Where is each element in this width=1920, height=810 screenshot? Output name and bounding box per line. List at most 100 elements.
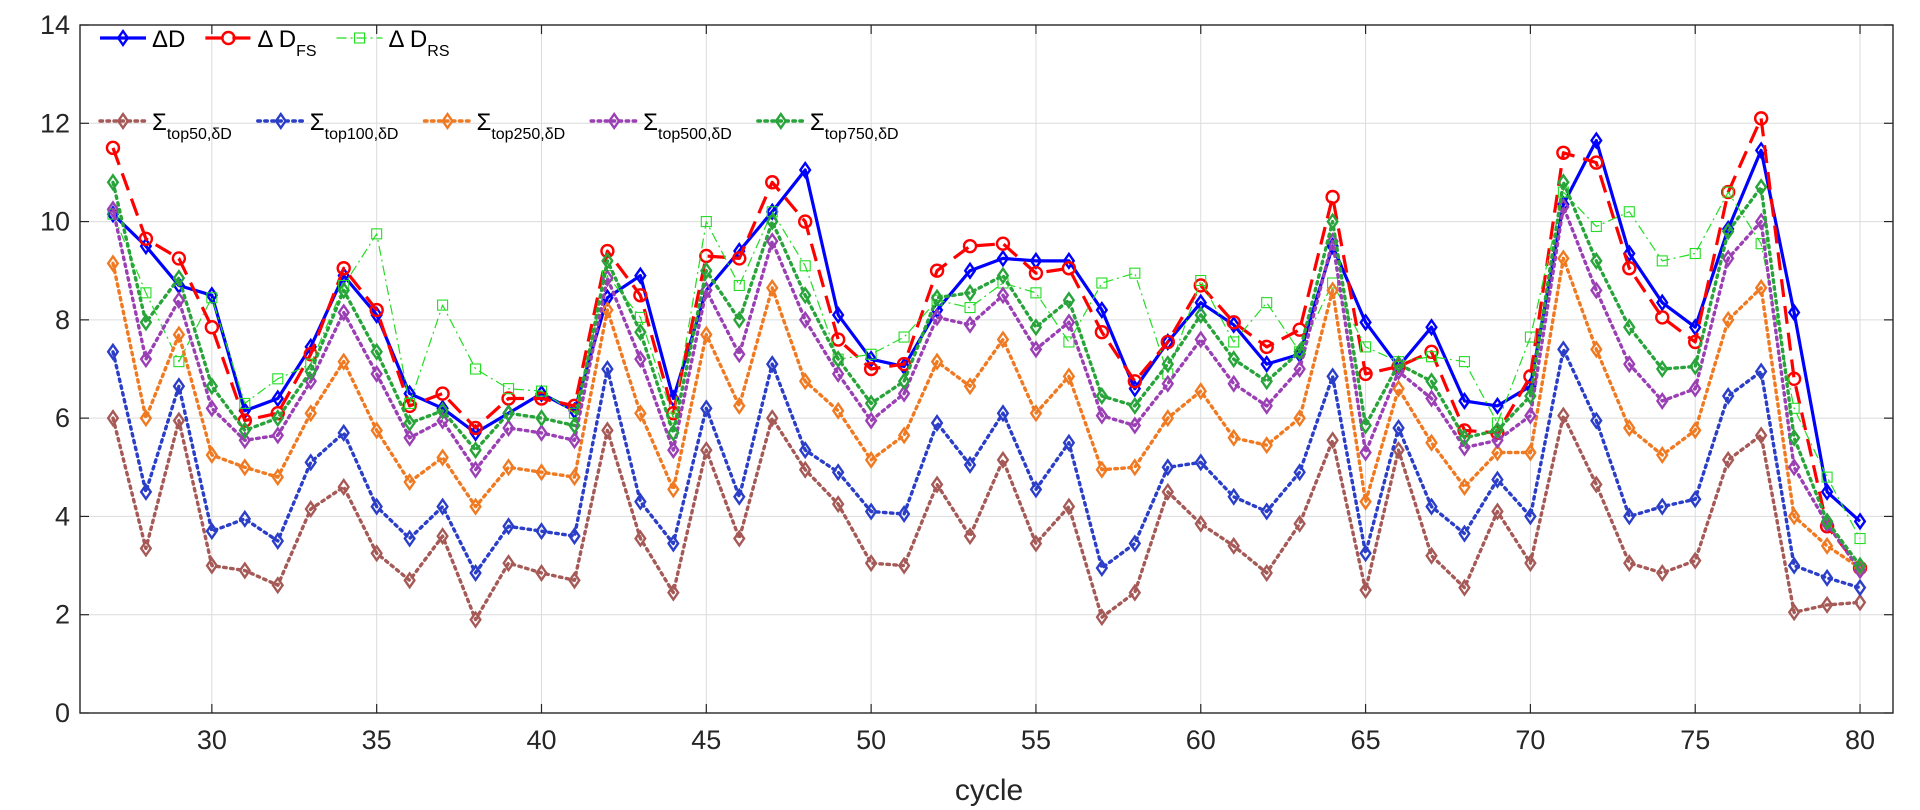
data-point xyxy=(765,212,779,231)
legend-label-subscript: RS xyxy=(427,43,449,60)
data-point xyxy=(963,527,977,546)
legend-entry: ΔD xyxy=(100,26,185,53)
data-point xyxy=(1326,281,1339,300)
legend-label: Δ DRS xyxy=(389,26,450,60)
data-point xyxy=(1425,497,1438,516)
data-point xyxy=(733,310,746,329)
data-point xyxy=(600,243,615,259)
legend-entry: Σtop50,δD xyxy=(98,109,232,143)
data-point xyxy=(1787,507,1801,526)
legend-marker xyxy=(221,30,236,46)
data-point xyxy=(1095,406,1109,425)
data-point xyxy=(1260,372,1273,391)
data-point xyxy=(1524,507,1537,526)
data-point xyxy=(1029,404,1043,423)
data-point xyxy=(1853,512,1867,531)
data-point xyxy=(568,468,581,487)
data-point xyxy=(963,377,977,396)
data-point xyxy=(1095,559,1109,578)
data-point xyxy=(1721,222,1735,241)
data-point xyxy=(798,160,812,179)
data-point xyxy=(1622,261,1637,276)
data-point xyxy=(1787,428,1801,447)
data-point xyxy=(1557,249,1570,268)
data-point xyxy=(1524,406,1537,425)
data-point xyxy=(1030,287,1042,299)
data-point xyxy=(106,409,120,428)
data-point xyxy=(535,423,548,442)
data-point xyxy=(238,561,252,580)
data-point xyxy=(239,397,251,409)
data-point xyxy=(995,236,1011,251)
data-point xyxy=(1028,265,1044,281)
data-point xyxy=(601,251,614,270)
data-point xyxy=(1458,578,1471,597)
data-point xyxy=(271,389,285,408)
data-point xyxy=(1590,411,1603,430)
data-point xyxy=(930,475,944,494)
data-point xyxy=(1721,310,1735,329)
data-point xyxy=(964,302,976,314)
data-point xyxy=(1557,173,1570,192)
data-point xyxy=(1524,443,1537,462)
data-point xyxy=(469,423,482,442)
data-point xyxy=(765,202,779,221)
data-point xyxy=(1326,232,1339,251)
data-point xyxy=(1259,339,1274,355)
data-point xyxy=(1854,532,1866,545)
legend-entry: Σtop500,δD xyxy=(589,109,732,143)
data-point xyxy=(172,291,186,310)
data-point xyxy=(1326,367,1339,386)
data-point xyxy=(1820,536,1834,555)
data-point xyxy=(1061,261,1077,276)
data-point xyxy=(1029,480,1043,499)
legend-label-subscript: FS xyxy=(296,43,316,60)
data-point xyxy=(700,261,713,280)
data-point xyxy=(304,372,318,391)
data-point xyxy=(1095,301,1109,320)
data-point xyxy=(1392,441,1405,460)
y-tick-label: 8 xyxy=(55,305,70,335)
data-point xyxy=(897,504,911,523)
data-point xyxy=(1260,436,1273,455)
data-point xyxy=(1820,512,1834,531)
legend-label: Σtop100,δD xyxy=(310,109,399,143)
series-line xyxy=(111,414,1862,622)
data-point xyxy=(1623,318,1636,337)
data-point xyxy=(1228,336,1240,348)
data-point xyxy=(304,404,318,423)
data-point xyxy=(271,531,285,551)
data-point xyxy=(1359,313,1372,332)
x-tick-label: 40 xyxy=(526,725,556,755)
data-point xyxy=(238,458,252,477)
data-point xyxy=(1820,568,1834,587)
data-point xyxy=(1623,418,1636,437)
data-point xyxy=(1524,554,1537,573)
data-point xyxy=(601,301,614,320)
series-line xyxy=(111,180,1862,568)
data-point xyxy=(1688,318,1702,337)
data-point xyxy=(1096,277,1108,289)
data-point xyxy=(1655,310,1670,325)
data-point xyxy=(1160,334,1176,350)
data-point xyxy=(897,426,911,445)
data-point xyxy=(1359,581,1372,600)
data-point xyxy=(1194,305,1208,324)
data-point xyxy=(469,610,482,629)
data-point xyxy=(1754,278,1768,297)
data-point xyxy=(1590,475,1603,494)
data-point xyxy=(403,414,416,433)
x-tick-label: 35 xyxy=(362,725,392,755)
data-point xyxy=(1227,487,1240,506)
legend-label-main: ΔD xyxy=(152,26,185,53)
data-point xyxy=(1161,409,1175,428)
y-tick-label: 12 xyxy=(40,108,70,138)
data-point xyxy=(765,355,779,374)
data-point xyxy=(996,330,1010,349)
data-point xyxy=(1491,502,1504,521)
data-point xyxy=(535,463,548,482)
legend-label-main: Σ xyxy=(643,109,658,136)
data-point xyxy=(1721,249,1735,268)
data-point xyxy=(1524,331,1536,343)
series-layer xyxy=(105,111,1868,629)
